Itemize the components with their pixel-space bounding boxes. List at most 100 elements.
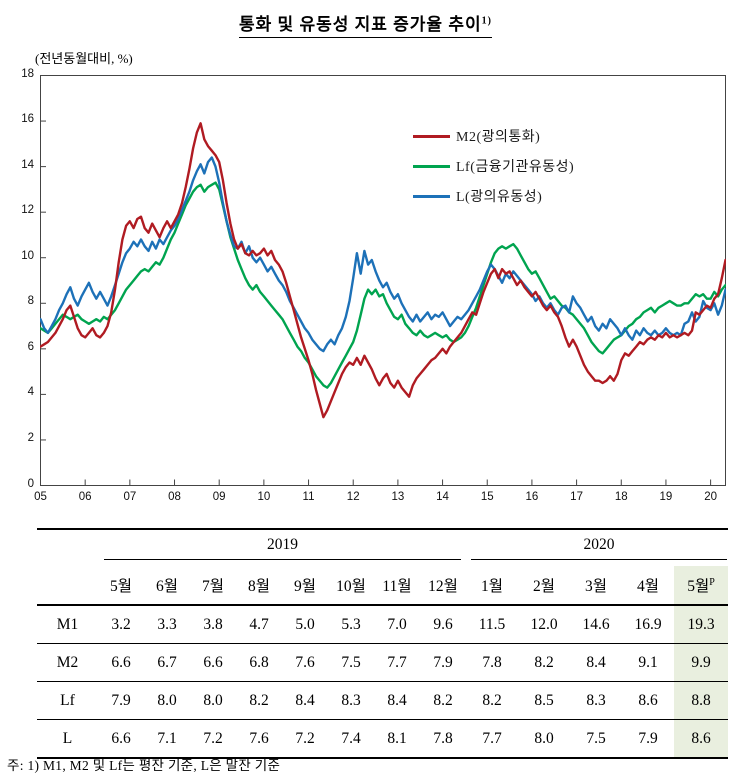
x-axis-tick-label: 11	[302, 491, 315, 503]
month-column-header: 5월P	[674, 566, 729, 606]
value-cell: 7.5	[570, 719, 622, 759]
value-cell: 8.6	[622, 681, 674, 720]
legend-item-m2: M2(광의통화)	[413, 121, 574, 151]
l-line-swatch-icon	[413, 194, 450, 198]
footnote: 주: 1) M1, M2 및 Lf는 평잔 기준, L은 말잔 기준	[7, 758, 281, 773]
indicator-row-label: Lf	[37, 681, 98, 720]
table-row: M1 3.2 3.3 3.8 4.7 5.0 5.3 7.0 9.6 11.5 12.0 14.6 16…	[37, 605, 729, 644]
month-header-row: 5월 6월 7월 8월 9월 10월 11월 12월 1월 2월 3월 4월 5월P	[37, 566, 729, 606]
x-axis-tick-label: 16	[525, 491, 539, 503]
y-axis-tick-label: 2	[27, 431, 34, 444]
value-cell: 9.6	[433, 615, 453, 633]
month-column-header: 4월	[622, 566, 674, 606]
value-cell: 8.1	[374, 719, 420, 759]
month-column-header: 2월	[518, 566, 570, 606]
x-axis-tick-label: 18	[614, 491, 628, 503]
chart-legend: M2(광의통화) Lf(금융기관유동성) L(광의유동성)	[413, 121, 574, 211]
y-axis-tick-label: 14	[21, 158, 34, 171]
m2-line-swatch-icon	[413, 134, 450, 138]
value-cell: 16.9	[634, 615, 662, 633]
y-axis-tick-label: 16	[21, 113, 34, 126]
value-cell: 8.4	[282, 681, 328, 720]
value-cell: 8.4	[374, 681, 420, 720]
value-cell: 11.5	[478, 615, 506, 633]
legend-label-lf: Lf(금융기관유동성)	[456, 160, 575, 175]
value-cell: 6.6	[98, 643, 144, 682]
year-2019-header: 2019	[98, 528, 466, 566]
title-label: 통화 및 유동성 지표 증가율 추이	[239, 15, 482, 34]
year-group-header-row: 2019 2020	[37, 528, 729, 566]
y-axis-tick-label: 12	[21, 204, 34, 217]
y-axis-tick-label: 10	[21, 249, 34, 262]
indicator-row-label: L	[37, 719, 98, 759]
value-cell: 7.9	[420, 643, 466, 682]
x-axis-tick-label: 10	[257, 491, 271, 503]
value-cell: 8.0	[190, 681, 236, 720]
month-column-header: 6월	[144, 566, 190, 606]
month-column-header: 7월	[190, 566, 236, 606]
preliminary-marker: P	[709, 576, 715, 588]
value-cell: 9.9	[674, 643, 729, 682]
x-axis-tick-label: 06	[78, 491, 92, 503]
value-cell: 8.0	[518, 719, 570, 759]
value-cell: 14.6	[582, 615, 610, 633]
legend-label-m2: M2(광의통화)	[456, 130, 541, 145]
value-cell: 8.6	[674, 719, 729, 759]
table-row: Lf 7.9 8.0 8.0 8.2 8.4 8.3 8.4 8.2 8.2 8.5 8.3 8.6 8.…	[37, 681, 729, 720]
value-cell: 7.0	[387, 615, 407, 633]
value-cell: 7.8	[466, 643, 518, 682]
corner-spacer	[37, 528, 98, 566]
x-axis-tick-label: 17	[570, 491, 583, 503]
value-cell: 7.2	[282, 719, 328, 759]
y-axis-tick-label: 6	[27, 340, 34, 353]
indicator-row-label: M2	[37, 643, 98, 682]
axis-unit-label: (전년동월대비, %)	[35, 51, 133, 66]
row-label-spacer	[37, 566, 98, 606]
y-axis-tick-label: 0	[27, 477, 34, 490]
value-cell: 7.8	[420, 719, 466, 759]
value-cell: 6.6	[98, 719, 144, 759]
value-cell: 8.0	[144, 681, 190, 720]
value-cell: 7.6	[282, 643, 328, 682]
x-axis-tick-label: 07	[123, 491, 137, 503]
value-cell: 7.2	[190, 719, 236, 759]
legend-item-lf: Lf(금융기관유동성)	[413, 151, 574, 181]
table-row: L 6.6 7.1 7.2 7.6 7.2 7.4 8.1 7.8 7.7 8.0 7.5 7.9 8.6	[37, 719, 729, 759]
title-footnote-marker: 1)	[481, 15, 492, 27]
value-cell: 19.3	[674, 605, 729, 644]
value-cell: 6.6	[190, 643, 236, 682]
value-cell: 8.8	[674, 681, 729, 720]
value-cell: 4.7	[249, 615, 269, 633]
value-cell: 3.2	[111, 615, 131, 633]
value-cell: 6.7	[144, 643, 190, 682]
value-cell: 9.1	[622, 643, 674, 682]
value-cell: 8.2	[466, 681, 518, 720]
lf-line-swatch-icon	[413, 164, 450, 168]
value-cell: 3.3	[157, 615, 177, 633]
month-column-header: 10월	[328, 566, 374, 606]
x-axis-tick-label: 05	[34, 491, 47, 503]
value-cell: 5.0	[295, 615, 315, 633]
month-column-header: 8월	[236, 566, 282, 606]
line-chart-plot	[40, 75, 726, 486]
month-column-header: 5월	[98, 566, 144, 606]
value-cell: 7.9	[98, 681, 144, 720]
page-title-text: 통화 및 유동성 지표 증가율 추이1)	[239, 10, 492, 38]
value-cell: 8.2	[236, 681, 282, 720]
value-cell: 8.5	[518, 681, 570, 720]
value-cell: 7.4	[328, 719, 374, 759]
series-line-Lf	[40, 181, 726, 389]
x-axis-tick-label: 13	[391, 491, 405, 503]
y-axis-tick-label: 4	[27, 386, 34, 399]
monthly-growth-table: 2019 2020 5월 6월 7월 8월 9월 10월 11월 12월 1월 2월 3월 4월 5월P…	[37, 528, 729, 759]
x-axis-tick-label: 20	[704, 491, 717, 503]
value-cell: 7.7	[466, 719, 518, 759]
month-column-header: 1월	[466, 566, 518, 606]
x-axis-tick-label: 08	[168, 491, 181, 503]
value-cell: 7.6	[236, 719, 282, 759]
value-cell: 8.3	[570, 681, 622, 720]
y-axis-tick-label: 18	[21, 67, 34, 80]
month-column-header: 3월	[570, 566, 622, 606]
table-row: M2 6.6 6.7 6.6 6.8 7.6 7.5 7.7 7.9 7.8 8.2 8.4 9.1 9.…	[37, 643, 729, 682]
x-axis-tick-label: 14	[436, 491, 449, 503]
